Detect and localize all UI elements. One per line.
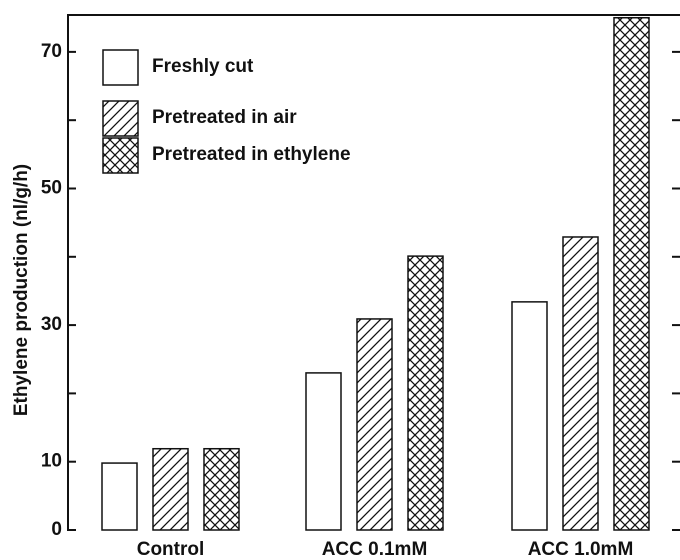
legend-label: Pretreated in air [152,107,297,128]
y-tick-label: 10 [41,451,62,472]
y-tick-label: 70 [41,41,62,62]
x-tick-label: ACC 1.0mM [528,539,634,560]
y-axis-label: Ethylene production (nl/g/h) [11,164,32,416]
y-tick-label: 50 [41,178,62,199]
bar [613,16,650,531]
bar [203,447,240,531]
x-tick-label: ACC 0.1mM [322,539,428,560]
legend-swatch [102,49,139,86]
legend-swatch [102,100,139,137]
y-tick-label: 30 [41,314,62,335]
legend-swatch [102,137,139,174]
legend-label: Freshly cut [152,56,254,77]
bar [152,447,189,531]
bar [407,255,444,531]
bar [101,462,138,531]
bar [305,372,342,531]
bar [562,236,599,531]
bar [356,318,393,531]
bar [511,301,548,531]
legend-label: Pretreated in ethylene [152,144,351,165]
y-tick-label: 0 [51,519,62,540]
x-tick-label: Control [137,539,205,560]
